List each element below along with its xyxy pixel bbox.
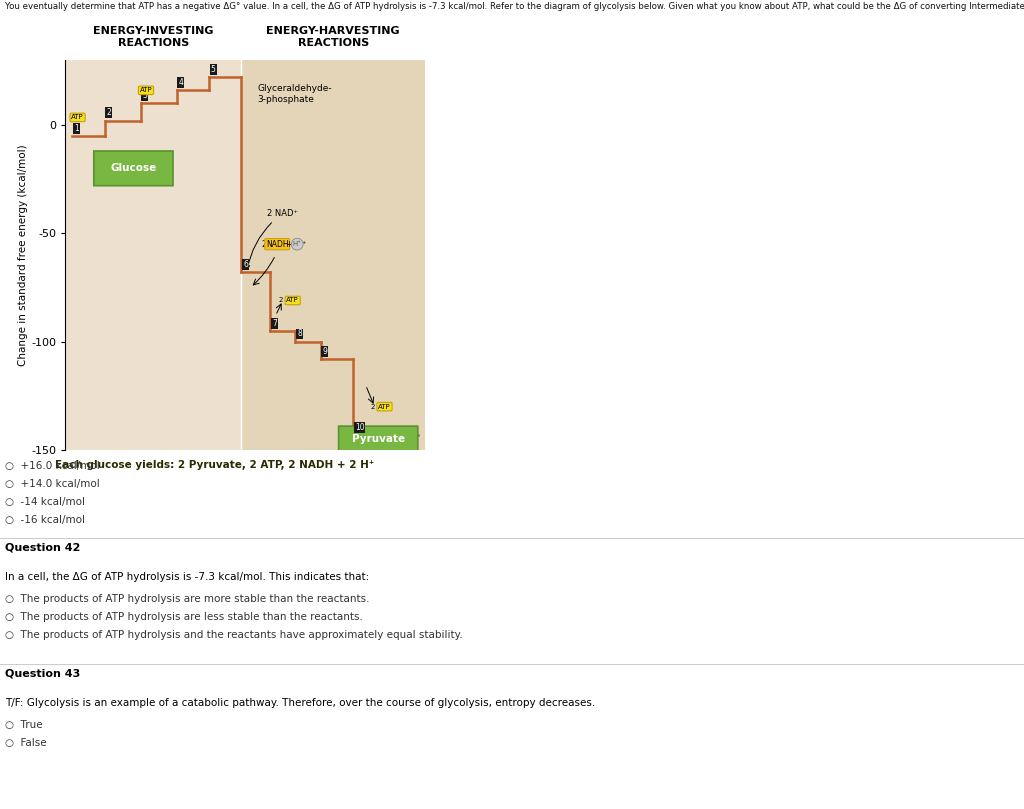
Text: 10: 10: [354, 422, 365, 431]
Text: ○  +14.0 kcal/mol: ○ +14.0 kcal/mol: [5, 479, 100, 489]
Text: 2: 2: [261, 239, 266, 248]
Text: ○  The products of ATP hydrolysis are less stable than the reactants.: ○ The products of ATP hydrolysis are les…: [5, 612, 362, 622]
Text: ○  False: ○ False: [5, 738, 47, 748]
FancyBboxPatch shape: [339, 426, 418, 452]
Bar: [242, 60, 425, 450]
Text: Question 42: Question 42: [5, 543, 81, 553]
Text: You eventually determine that ATP has a negative ΔG° value. In a cell, the ΔG of: You eventually determine that ATP has a …: [5, 2, 1024, 11]
Text: H⁺: H⁺: [293, 241, 302, 248]
Text: ATP: ATP: [378, 404, 391, 409]
Text: ○  +16.0 kcal/mol: ○ +16.0 kcal/mol: [5, 461, 100, 471]
Text: Each glucose yields: 2 Pyruvate, 2 ATP, 2 NADH + 2 H⁺: Each glucose yields: 2 Pyruvate, 2 ATP, …: [55, 460, 375, 470]
Text: ○  -16 kcal/mol: ○ -16 kcal/mol: [5, 515, 85, 525]
FancyBboxPatch shape: [94, 151, 173, 186]
Text: 6: 6: [244, 260, 248, 269]
Text: + H⁺: + H⁺: [287, 239, 307, 248]
Text: 5: 5: [211, 65, 216, 74]
Text: ATP: ATP: [72, 114, 84, 121]
Text: 2: 2: [106, 108, 112, 117]
Text: ENERGY-HARVESTING
REACTIONS: ENERGY-HARVESTING REACTIONS: [266, 26, 400, 48]
Text: ○  -14 kcal/mol: ○ -14 kcal/mol: [5, 497, 85, 507]
Text: ATP: ATP: [287, 298, 299, 303]
Text: Question 43: Question 43: [5, 669, 80, 679]
Text: ENERGY-INVESTING
REACTIONS: ENERGY-INVESTING REACTIONS: [93, 26, 213, 48]
Text: ○  The products of ATP hydrolysis and the reactants have approximately equal sta: ○ The products of ATP hydrolysis and the…: [5, 630, 463, 640]
Text: In a cell, the ΔG of ATP hydrolysis is -7.3 kcal/mol. This indicates that:: In a cell, the ΔG of ATP hydrolysis is -…: [5, 572, 370, 582]
Text: 2: 2: [371, 404, 375, 409]
Text: 9: 9: [323, 347, 328, 356]
Text: 4: 4: [178, 78, 183, 87]
Text: NADH: NADH: [266, 239, 289, 248]
Y-axis label: Change in standard free energy (kcal/mol): Change in standard free energy (kcal/mol…: [18, 144, 29, 366]
Text: 7: 7: [272, 319, 276, 328]
Text: T/F: Glycolysis is an example of a catabolic pathway. Therefore, over the course: T/F: Glycolysis is an example of a catab…: [5, 698, 595, 708]
Text: 2: 2: [279, 298, 283, 303]
Text: Pyruvate: Pyruvate: [351, 434, 404, 444]
Text: Glyceraldehyde-
3-phosphate: Glyceraldehyde- 3-phosphate: [258, 84, 332, 104]
Text: 3: 3: [142, 91, 147, 100]
Text: 1: 1: [74, 124, 79, 133]
Text: ○  True: ○ True: [5, 720, 43, 730]
Text: ○  The products of ATP hydrolysis are more stable than the reactants.: ○ The products of ATP hydrolysis are mor…: [5, 594, 370, 604]
Text: Glucose: Glucose: [111, 163, 157, 173]
Text: 8: 8: [297, 329, 302, 338]
Text: 2 NAD⁺: 2 NAD⁺: [247, 209, 298, 269]
Text: ATP: ATP: [139, 87, 153, 93]
